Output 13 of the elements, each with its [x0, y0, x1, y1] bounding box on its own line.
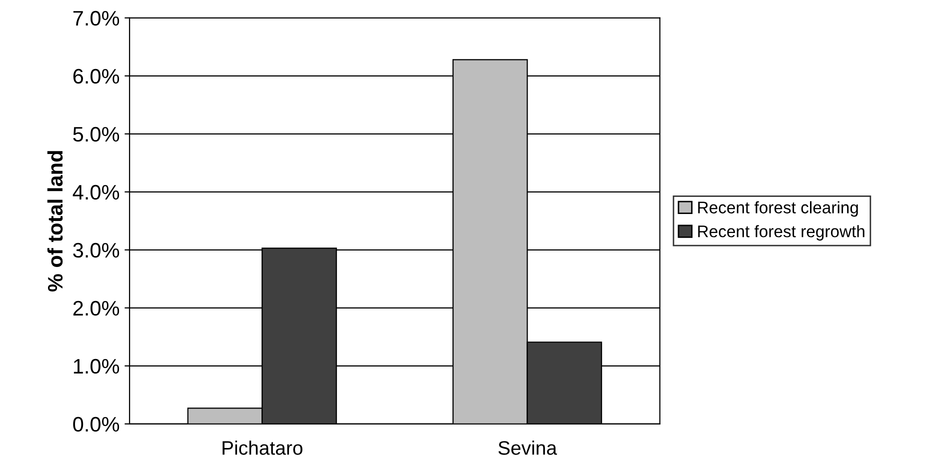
y-axis-title: % of total land [47, 151, 63, 292]
y-tick-label: 0.0% [73, 416, 120, 432]
x-tick-label: Sevina [498, 440, 558, 455]
y-tick-label: 2.0% [73, 300, 120, 316]
y-tick-label: 6.0% [73, 68, 120, 84]
legend-label: Recent forest clearing [698, 201, 858, 217]
y-tick-label: 7.0% [73, 10, 120, 26]
y-tick-label: 4.0% [72, 184, 120, 200]
y-tick-label: 1.0% [74, 358, 120, 374]
legend-label: Recent forest regrowth [698, 225, 864, 241]
y-tick-label: 3.0% [73, 242, 120, 258]
y-tick-label: 5.0% [73, 126, 120, 142]
x-tick-label: Pichataro [222, 440, 302, 455]
